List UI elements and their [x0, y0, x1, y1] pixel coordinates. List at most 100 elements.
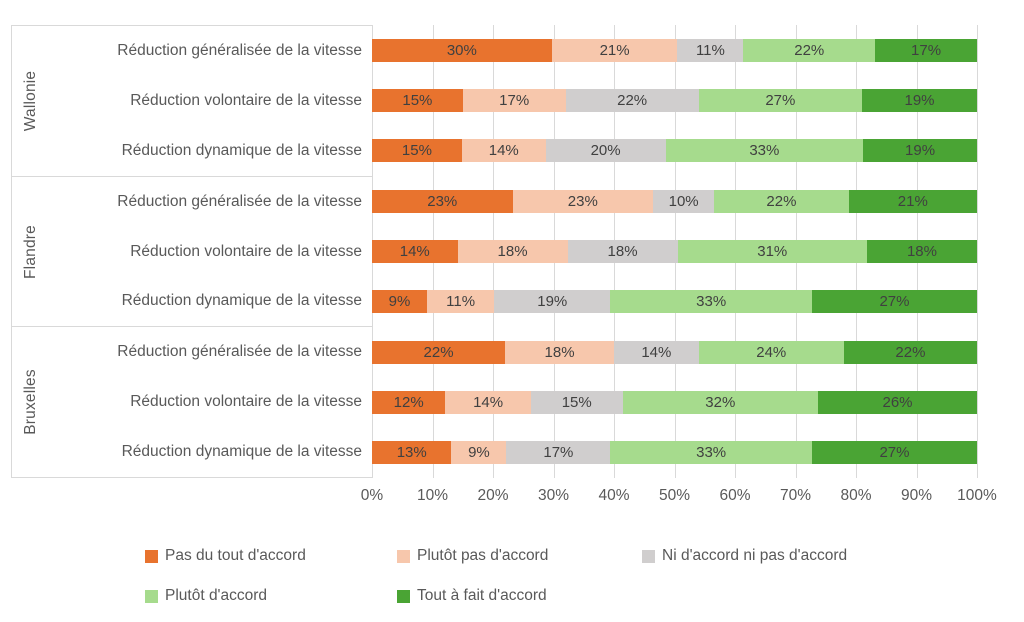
bar-segment: 10%: [653, 189, 715, 213]
legend-label: Pas du tout d'accord: [165, 547, 306, 564]
legend-swatch: [145, 589, 158, 603]
bar-segment: 27%: [698, 88, 863, 112]
legend-swatch: [397, 549, 410, 563]
bar-segment: 17%: [506, 441, 611, 465]
bar-segment: 22%: [565, 88, 699, 112]
category-label: Réduction dynamique de la vitesse: [121, 141, 362, 159]
bar-segment-label: 30%: [446, 41, 477, 59]
x-axis: 0% 10% 20% 30% 40% 50% 60% 70% 80% 90% 100%: [361, 487, 997, 507]
bar-segment-label: 9%: [468, 444, 490, 462]
category-label: Réduction volontaire de la vitesse: [130, 393, 362, 411]
x-axis-tick-label: 20%: [477, 487, 509, 504]
bar-segment-label: 17%: [911, 41, 942, 59]
category-row: Réduction généralisée de la vitesse: [50, 327, 372, 377]
bar-segment-label: 11%: [695, 41, 725, 59]
category-label: Réduction généralisée de la vitesse: [117, 192, 362, 210]
bar-segment-label: 33%: [696, 444, 727, 462]
region-cell: Flandre: [12, 177, 50, 327]
bar-segment-label: 14%: [488, 142, 519, 160]
bar-segment: 18%: [567, 239, 678, 263]
bar-segment: 20%: [545, 139, 666, 163]
legend-item: Plutôt pas d'accord: [397, 547, 548, 565]
bar-row: 13% 9% 17% 33% 27%: [372, 428, 977, 478]
bar-segment: 13%: [372, 441, 452, 465]
bar-segment-label: 20%: [590, 142, 621, 160]
category-panel: Wallonie Réduction généralisée de la vite…: [11, 25, 372, 478]
bar-segment: 21%: [848, 189, 977, 213]
bar-segment: 33%: [610, 290, 812, 314]
bar-segment: 11%: [677, 38, 744, 62]
bar-segment-label: 18%: [544, 343, 575, 361]
bar-segment-label: 15%: [561, 393, 592, 411]
region-label: Flandre: [22, 224, 39, 279]
x-axis-tick-label: 100%: [957, 487, 997, 504]
x-axis-tick-label: 30%: [537, 487, 570, 504]
bar-segment: 31%: [677, 239, 867, 263]
legend-item: Plutôt d'accord: [145, 587, 267, 605]
category-row: Réduction généralisée de la vitesse: [50, 177, 372, 227]
legend-swatch: [642, 549, 655, 563]
bar-segment-label: 22%: [617, 91, 648, 109]
bar-segment: 19%: [494, 290, 611, 314]
stacked-bar: 30% 21% 11% 22% 17%: [372, 38, 977, 62]
category-label: Réduction dynamique de la vitesse: [121, 292, 362, 310]
bar-segment: 17%: [875, 38, 977, 62]
category-label: Réduction généralisée de la vitesse: [117, 343, 362, 361]
bar-segment: 18%: [457, 239, 568, 263]
bar-row: 30% 21% 11% 22% 17%: [372, 25, 977, 75]
stacked-bar: 9% 11% 19% 33% 27%: [372, 290, 977, 314]
bar-segment: 14%: [461, 139, 546, 163]
legend-item: Ni d'accord ni pas d'accord: [642, 547, 847, 565]
bar-segment-label: 23%: [567, 192, 598, 210]
bar-segment-label: 18%: [607, 242, 638, 260]
category-label: Réduction dynamique de la vitesse: [121, 443, 362, 461]
bar-segment-label: 27%: [879, 444, 910, 462]
bar-segment: 11%: [427, 290, 495, 314]
bar-segment: 24%: [698, 340, 844, 364]
bar-segment-label: 17%: [499, 91, 530, 109]
bar-segment-label: 17%: [543, 444, 574, 462]
bar-segment-label: 22%: [766, 192, 797, 210]
bar-segment-label: 23%: [427, 192, 458, 210]
region-cell: Wallonie: [12, 26, 50, 176]
bar-segment-label: 19%: [537, 293, 568, 311]
stacked-bar: 12% 14% 15% 32% 26%: [372, 390, 977, 414]
bar-segment: 23%: [372, 189, 513, 213]
bar-segment: 18%: [866, 239, 977, 263]
bar-segment-label: 33%: [749, 142, 780, 160]
bar-segment-label: 27%: [879, 293, 910, 311]
region-cell: Bruxelles: [12, 327, 50, 477]
bar-segment: 12%: [372, 390, 446, 414]
bar-row: 9% 11% 19% 33% 27%: [372, 277, 977, 327]
stacked-bar: 13% 9% 17% 33% 27%: [372, 441, 977, 465]
category-row: Réduction dynamique de la vitesse: [50, 276, 372, 326]
legend-label: Tout à fait d'accord: [417, 587, 547, 604]
stacked-bar: 23% 23% 10% 22% 21%: [372, 189, 977, 213]
category-rows: Réduction généralisée de la vitesse Réduc…: [50, 327, 372, 477]
bar-segment: 9%: [372, 290, 427, 314]
bar-segment-label: 33%: [696, 293, 727, 311]
category-label: Réduction généralisée de la vitesse: [117, 41, 362, 59]
bar-segment-label: 15%: [401, 142, 432, 160]
stacked-bar: 15% 17% 22% 27% 19%: [372, 88, 977, 112]
bars-container: 30% 21% 11% 22% 17% 15% 17% 22% 27% 19% 15% 14% 20% 3…: [372, 25, 977, 478]
bar-segment-label: 14%: [399, 242, 430, 260]
bar-segment-label: 18%: [497, 242, 528, 260]
gridline: [977, 25, 978, 478]
region-label: Bruxelles: [22, 369, 39, 435]
category-rows: Réduction généralisée de la vitesse Réduc…: [50, 177, 372, 327]
x-axis-tick-label: 60%: [719, 487, 751, 504]
bar-segment: 9%: [451, 441, 507, 465]
bar-segment-label: 24%: [756, 343, 787, 361]
region-label: Wallonie: [22, 70, 39, 132]
x-axis-tick-label: 10%: [416, 487, 449, 504]
bar-segment: 15%: [372, 88, 463, 112]
stacked-bar: 15% 14% 20% 33% 19%: [372, 139, 977, 163]
bar-segment: 22%: [843, 340, 977, 364]
bar-segment: 33%: [665, 139, 864, 163]
bar-segment-label: 15%: [402, 91, 433, 109]
bar-segment-label: 10%: [668, 192, 699, 210]
bar-segment: 15%: [372, 139, 462, 163]
bar-segment-label: 19%: [905, 142, 936, 160]
